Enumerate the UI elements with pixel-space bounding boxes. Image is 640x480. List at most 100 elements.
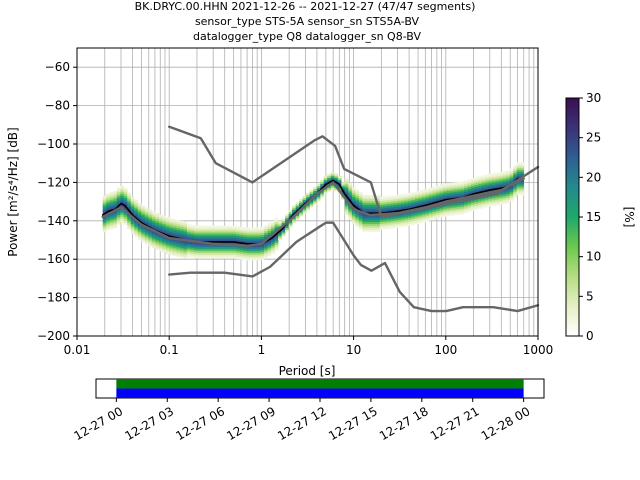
heat-cell (383, 219, 388, 222)
heat-cell (509, 195, 514, 198)
heat-cell (355, 199, 360, 202)
colorbar-tick-label: 0 (586, 329, 594, 343)
heat-cell (453, 207, 458, 210)
heat-cell (509, 197, 514, 200)
heat-cell (495, 199, 500, 202)
heat-cell (141, 214, 146, 218)
heat-cell (320, 181, 325, 184)
heat-cell (372, 217, 377, 221)
heat-cell (457, 181, 461, 185)
heat-cell (348, 186, 353, 189)
heat-cell (246, 239, 251, 242)
heat-cell (299, 204, 303, 207)
heat-cell (144, 241, 149, 245)
heat-cell (211, 239, 216, 242)
heat-cell (334, 188, 339, 192)
heat-cell (341, 197, 346, 200)
heat-cell (176, 227, 181, 230)
heat-cell (369, 194, 374, 198)
heat-cell (246, 240, 251, 244)
heat-cell (313, 186, 318, 190)
heat-cell (158, 245, 163, 248)
heat-cell (239, 245, 244, 249)
heat-cell (207, 250, 212, 253)
heat-cell (141, 238, 146, 241)
heat-cell (190, 242, 195, 245)
heat-cell (148, 238, 153, 241)
heat-cell (176, 246, 181, 250)
heat-cell (418, 211, 423, 214)
timeline-tick-label: 12-28 00 (479, 404, 533, 443)
heat-cell (428, 208, 433, 211)
heat-cell (113, 206, 118, 209)
heat-cell (155, 241, 160, 245)
heat-cell (492, 196, 496, 199)
heat-cell (499, 200, 503, 203)
heat-cell (172, 253, 177, 256)
heat-cell (109, 197, 114, 201)
heat-cell (306, 208, 310, 211)
heat-cell (264, 232, 268, 235)
heat-cell (457, 185, 461, 188)
heat-cell (379, 204, 384, 207)
heat-cell (464, 185, 468, 189)
heat-cell (436, 216, 440, 219)
heat-cell (295, 215, 300, 218)
heat-cell (302, 201, 307, 204)
heat-cell (165, 230, 170, 233)
heat-cell (362, 219, 367, 223)
heat-cell (323, 191, 328, 194)
heat-cell (358, 192, 363, 195)
heat-cell (485, 178, 489, 181)
heat-cell (257, 246, 261, 249)
heat-cell (232, 252, 237, 255)
heat-cell (246, 231, 251, 234)
heat-cell (165, 219, 170, 222)
heat-cell (236, 256, 240, 260)
heat-cell (495, 184, 500, 187)
heat-cell (478, 206, 482, 210)
heat-cell (513, 176, 517, 179)
heat-cell (186, 226, 191, 229)
heat-cell (499, 185, 503, 188)
heat-cell (478, 202, 482, 206)
heat-cell (383, 217, 388, 220)
heat-cell (516, 175, 521, 178)
heat-cell (495, 201, 500, 204)
heat-cell (141, 207, 146, 210)
heat-cell (446, 209, 451, 213)
heat-cell (207, 233, 212, 236)
heat-cell (376, 223, 381, 226)
heat-cell (450, 186, 454, 189)
heat-cell (204, 252, 209, 255)
heat-cell (193, 233, 198, 236)
heat-cell (106, 193, 111, 196)
heat-cell (193, 229, 198, 232)
heat-cell (120, 189, 125, 192)
heat-cell (158, 216, 163, 219)
heat-cell (232, 235, 237, 238)
heat-cell (411, 213, 416, 216)
heat-cell (179, 230, 184, 233)
heat-cell (464, 193, 468, 196)
heat-cell (446, 213, 451, 217)
heat-cell (421, 218, 426, 221)
heat-cell (257, 240, 261, 244)
heat-cell (141, 216, 146, 220)
heat-cell (260, 253, 265, 257)
heat-cell (137, 227, 142, 231)
heat-cell (267, 232, 272, 235)
heat-cell (443, 193, 447, 196)
heat-cell (446, 208, 451, 211)
heat-cell (351, 196, 356, 199)
heat-cell (158, 243, 163, 246)
heat-cell (243, 240, 247, 243)
heat-cell (499, 183, 503, 186)
heat-cell (362, 214, 367, 217)
heat-cell (516, 173, 521, 176)
heat-cell (134, 226, 139, 229)
heat-cell (355, 205, 360, 208)
heat-cell (362, 196, 367, 199)
heat-cell (232, 231, 237, 234)
heat-cell (221, 250, 226, 253)
